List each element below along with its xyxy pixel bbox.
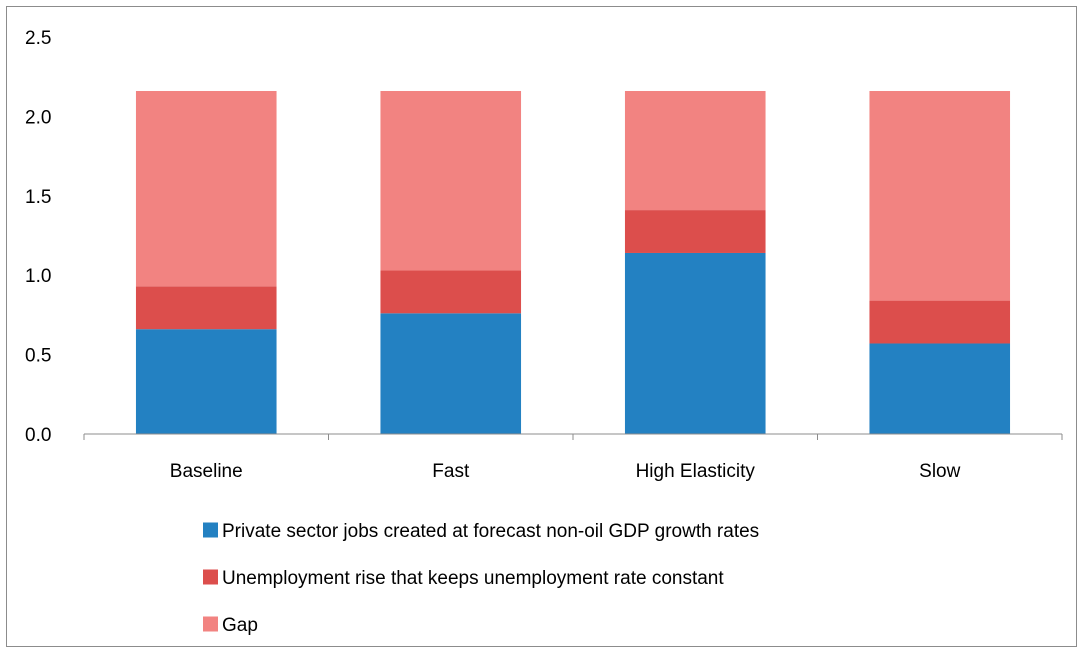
bar-segment-3-baseline [135,90,277,287]
y-axis-ticks: 0.0 0.5 1.0 1.5 2.0 2.5 [25,28,51,446]
bar-segment-3-fast [380,90,522,271]
legend-swatch [203,569,218,585]
category-labels: Baseline Fast High Elasticity Slow [170,461,961,482]
bar-segment-3-slow [869,90,1011,301]
y-tick-label: 1.0 [25,266,51,287]
legend-swatch [203,522,218,538]
bar-segment-2-baseline [135,286,277,330]
legend-swatch [203,616,218,632]
category-label: Fast [432,461,470,482]
category-label: Slow [919,461,960,482]
bar-segment-1-slow [869,343,1011,434]
legend-label: Gap [222,615,258,636]
y-tick-label: 2.5 [25,28,51,49]
bar-segment-2-slow [869,300,1011,344]
bar-segment-1-baseline [135,329,277,434]
legend-label: Private sector jobs created at forecast … [222,521,759,542]
x-axis-ticks [83,434,1063,440]
bar-segment-2-fast [380,270,522,314]
y-tick-label: 0.0 [25,425,51,446]
bar-segment-1-high-elasticity [624,252,766,434]
legend-label: Unemployment rise that keeps unemploymen… [222,568,724,589]
category-label: Baseline [170,461,243,482]
bar-segment-2-high-elasticity [624,210,766,253]
bar-segment-3-high-elasticity [624,90,766,211]
bars [135,90,1011,434]
y-tick-label: 2.0 [25,107,51,128]
category-label: High Elasticity [636,461,756,482]
y-tick-label: 0.5 [25,346,51,367]
y-tick-label: 1.5 [25,187,51,208]
legend: Private sector jobs created at forecast … [203,521,759,636]
bar-segment-1-fast [380,313,522,434]
